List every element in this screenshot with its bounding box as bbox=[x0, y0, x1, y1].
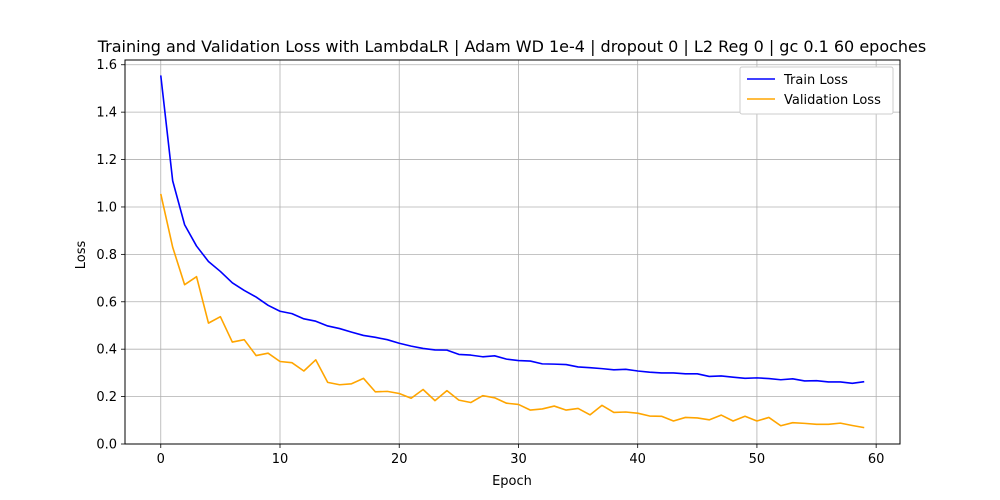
x-tick-label: 60 bbox=[868, 452, 885, 467]
chart-title: Training and Validation Loss with Lambda… bbox=[97, 37, 926, 56]
x-tick-label: 30 bbox=[510, 452, 527, 467]
y-tick-label: 1.2 bbox=[96, 153, 117, 168]
y-tick-label: 0.4 bbox=[96, 343, 117, 358]
legend: Train Loss Validation Loss bbox=[739, 66, 894, 115]
legend-box bbox=[739, 66, 894, 115]
x-tick-label: 20 bbox=[391, 452, 408, 467]
series-line-validation-loss bbox=[159, 193, 865, 429]
y-tick-label: 1.0 bbox=[96, 200, 117, 215]
series-line-train-loss bbox=[159, 75, 865, 385]
x-axis-label: Epoch bbox=[492, 474, 532, 489]
legend-label-validation-loss: Validation Loss bbox=[784, 93, 881, 108]
axis-ticks: 0 10 20 30 40 50 60 0.0 0.2 0.4 0.6 0.8 1.0 1.2 1.4 1.6 bbox=[96, 58, 884, 467]
x-tick-label: 10 bbox=[272, 452, 289, 467]
y-tick-label: 0.0 bbox=[96, 438, 117, 453]
plot-frame bbox=[124, 59, 901, 445]
y-axis-label: Loss bbox=[74, 241, 89, 270]
y-tick-label: 1.4 bbox=[96, 106, 117, 121]
x-tick-label: 50 bbox=[749, 452, 766, 467]
legend-label-train-loss: Train Loss bbox=[783, 73, 848, 88]
y-tick-label: 0.8 bbox=[96, 248, 117, 263]
y-tick-label: 0.6 bbox=[96, 295, 117, 310]
series-lines bbox=[159, 75, 865, 429]
x-tick-label: 0 bbox=[157, 452, 165, 467]
x-tick-label: 40 bbox=[629, 452, 646, 467]
y-tick-label: 0.2 bbox=[96, 390, 117, 405]
y-tick-label: 1.6 bbox=[96, 58, 117, 73]
